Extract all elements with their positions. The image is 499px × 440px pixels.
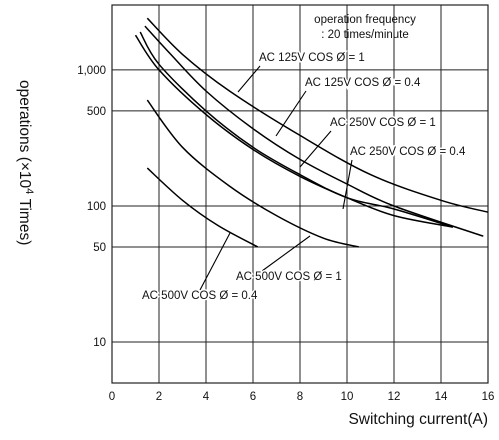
x-tick-label: 8 [297, 391, 303, 403]
series-line-2 [144, 25, 484, 237]
y-tick-label: 100 [87, 201, 106, 213]
y-tick-label: 50 [93, 242, 106, 254]
series-label-4: AC 250V COS Ø = 0.4 [350, 146, 466, 158]
series-leader-6 [199, 232, 231, 291]
series-leader-4 [342, 159, 353, 210]
annotation-line-1: operation frequency [314, 14, 416, 26]
annotation-line-2: : 20 times/minute [321, 29, 409, 41]
series-leader-2 [275, 90, 307, 137]
x-axis-title: Switching current(A) [348, 411, 488, 428]
series-line-4 [139, 31, 454, 228]
y-tick-label: 1,000 [77, 65, 106, 77]
x-tick-label: 2 [156, 391, 162, 403]
grid-layer [111, 4, 489, 384]
series-label-3: AC 250V COS Ø = 1 [330, 117, 436, 129]
series-leader-5 [261, 235, 311, 272]
series-line-5 [146, 99, 359, 248]
series-line-1 [146, 17, 489, 213]
series-label-5: AC 500V COS Ø = 1 [236, 271, 342, 283]
series-label-2: AC 125V COS Ø = 0.4 [305, 77, 421, 89]
x-tick-label: 0 [109, 391, 115, 403]
y-tick-label: 500 [87, 106, 106, 118]
y-axis-title-tail: Times) [16, 194, 33, 245]
series-leader-1 [237, 65, 261, 93]
label-layer: AC 125V COS Ø = 1 AC 125V COS Ø = 0.4 AC 2… [141, 51, 468, 304]
x-tick-label: 10 [341, 391, 354, 403]
tick-layer: 0 2 4 6 8 10 12 14 16 10 50 100 500 1,000 [77, 65, 494, 403]
series-line-6 [146, 167, 259, 248]
y-axis-title-exponent: 4 [23, 188, 35, 194]
series-line-3 [134, 34, 453, 228]
y-tick-label: 10 [93, 337, 106, 349]
x-tick-label: 14 [435, 391, 448, 403]
series-label-1: AC 125V COS Ø = 1 [259, 52, 365, 64]
y-axis-title-main: operations (×10 [16, 80, 33, 189]
series-leader-3 [299, 130, 332, 168]
x-tick-label: 4 [203, 391, 210, 403]
x-tick-label: 16 [482, 391, 495, 403]
x-tick-label: 6 [250, 391, 256, 403]
leader-layer [199, 65, 353, 291]
y-axis-title: operations (×104 Times) [16, 80, 35, 245]
x-tick-label: 12 [388, 391, 401, 403]
series-label-6: AC 500V COS Ø = 0.4 [142, 290, 258, 302]
curve-layer [134, 17, 489, 248]
